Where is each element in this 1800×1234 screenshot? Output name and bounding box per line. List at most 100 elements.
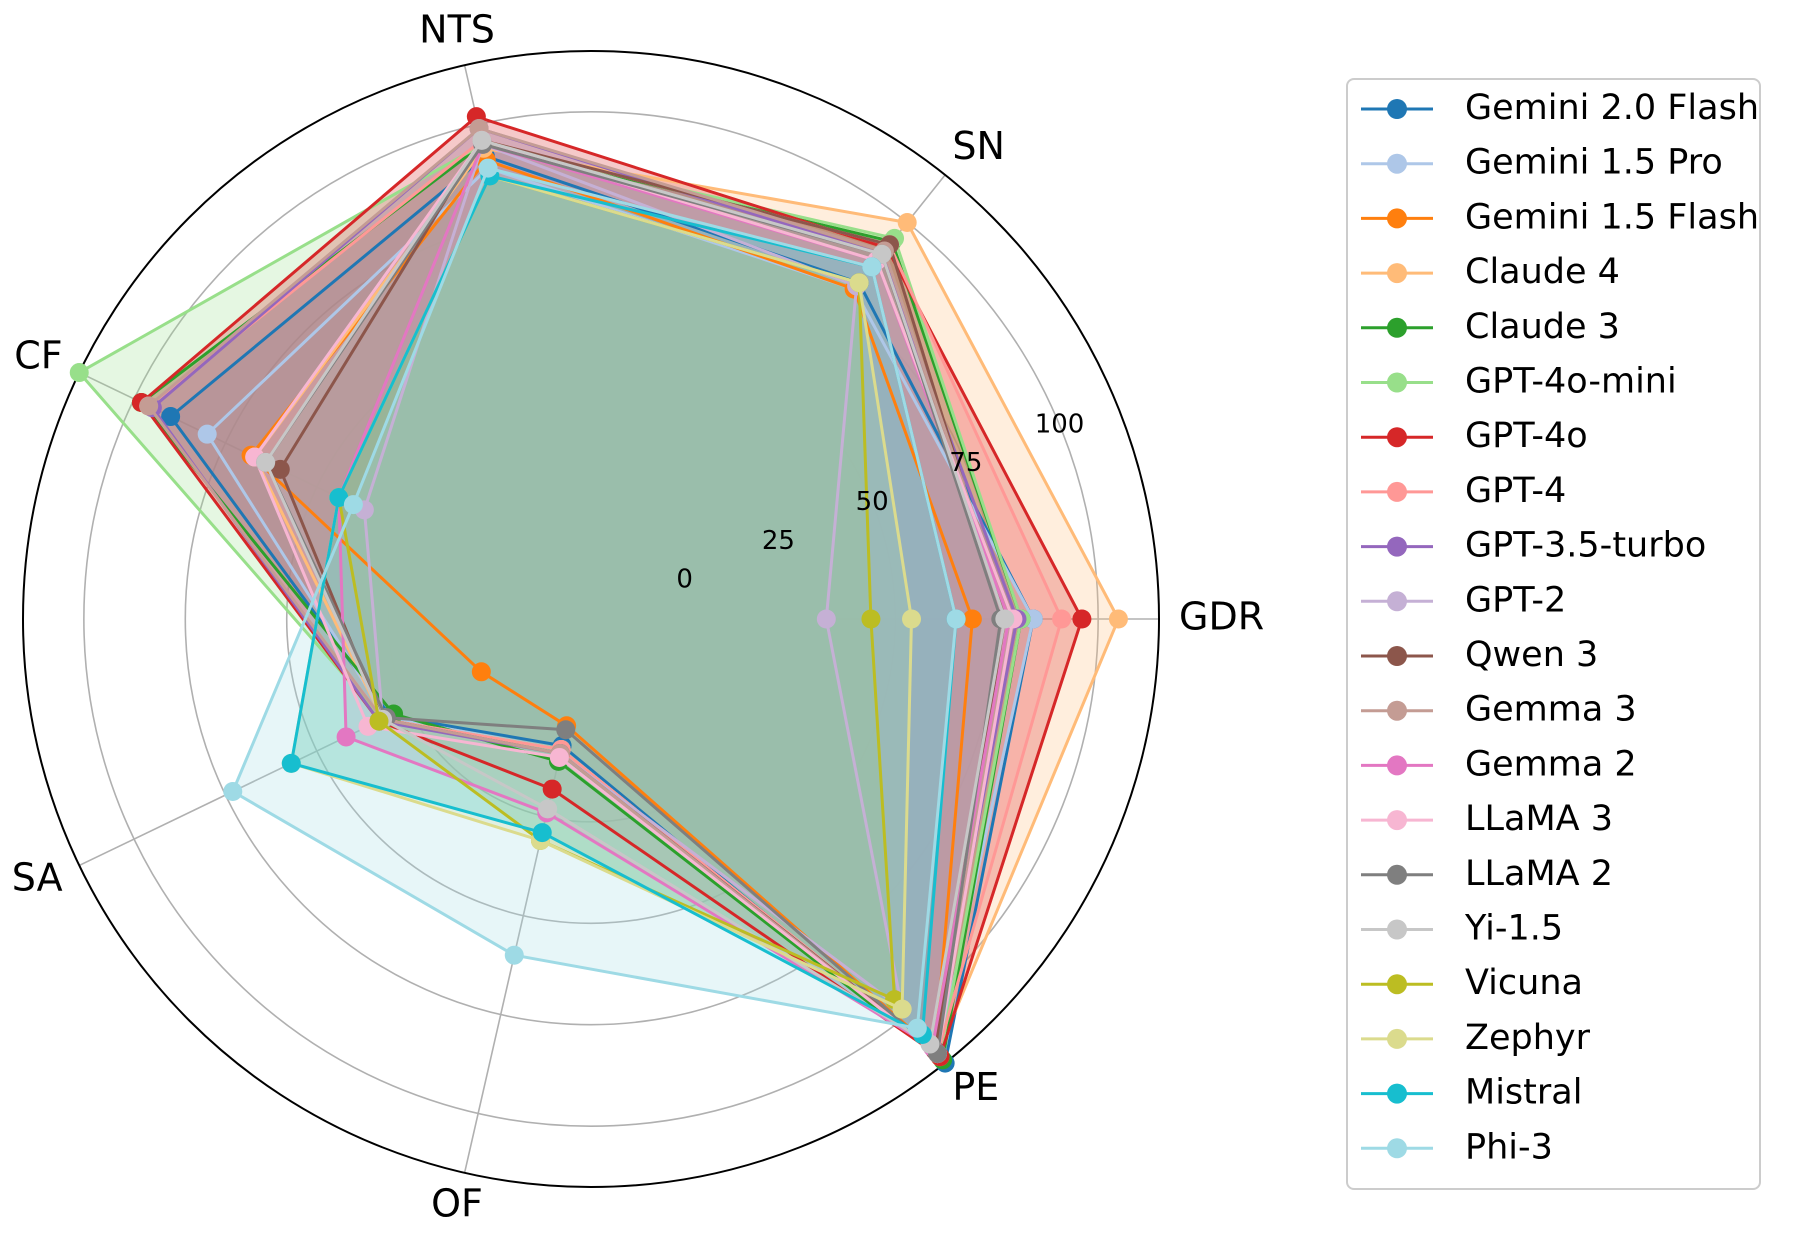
radial-tick-label: 75 (949, 448, 982, 478)
series-19-point-2 (478, 158, 498, 178)
series-11-point-3 (139, 396, 159, 416)
series-18-point-5 (532, 823, 552, 843)
legend-label: Gemini 1.5 Pro (1465, 143, 1723, 183)
legend-label: Gemini 1.5 Flash (1465, 197, 1759, 237)
series-18-point-3 (329, 488, 349, 508)
series-2-point-4 (471, 662, 491, 682)
spoke-6 (590, 618, 946, 1064)
series-18-point-4 (281, 753, 301, 773)
outer-frame (22, 50, 1160, 1188)
legend-label: GPT-4 (1465, 471, 1566, 511)
radial-tick-labels: 0 25 50 75 100 (676, 409, 1084, 594)
legend-marker-16 (1387, 974, 1407, 995)
series-3-point-0 (1108, 609, 1128, 629)
legend-marker-3 (1387, 263, 1407, 284)
spoke-4 (78, 618, 592, 867)
series-12-point-4 (336, 727, 356, 747)
legend-marker-5 (1387, 372, 1407, 393)
series-6-point-0 (1072, 609, 1092, 629)
legend-marker-13 (1387, 810, 1407, 831)
series-fill-2 (251, 160, 973, 1051)
series-19-point-1 (862, 257, 882, 277)
legend-label: GPT-4o-mini (1465, 362, 1677, 402)
legend-label: Qwen 3 (1465, 635, 1598, 675)
legend-label: Claude 4 (1465, 252, 1620, 292)
legend-label: Gemini 2.0 Flash (1465, 88, 1759, 128)
legend-marker-18 (1387, 1083, 1407, 1104)
legend-marker-17 (1387, 1028, 1407, 1049)
series-line-13 (253, 138, 1015, 1056)
legend-marker-4 (1387, 317, 1407, 338)
series-fill-6 (141, 116, 1082, 1057)
series-fill-19 (232, 168, 957, 1029)
series-1-point-3 (197, 424, 217, 444)
series-fill-10 (280, 140, 1005, 1051)
series-17-point-6 (892, 999, 912, 1019)
legend-marker-7 (1387, 481, 1407, 502)
series-fill-17 (291, 176, 912, 1010)
legend-marker-9 (1387, 591, 1407, 612)
legend-label: GPT-4o (1465, 416, 1588, 456)
legend-label: Claude 3 (1465, 307, 1620, 347)
series-fill-18 (291, 176, 957, 1035)
legend-label: LLaMA 2 (1465, 854, 1613, 894)
series-fill-7 (148, 140, 1062, 1054)
series-fill-8 (152, 128, 1017, 1051)
series-19-point-5 (504, 945, 524, 965)
series-19-point-4 (223, 782, 243, 802)
series-0-point-3 (161, 407, 181, 427)
series-fill-14 (265, 144, 1001, 1054)
series-lines (69, 107, 1128, 1073)
legend-marker-10 (1387, 646, 1407, 666)
legend-marker-2 (1387, 208, 1407, 229)
axis-label-sn: SN (952, 124, 1005, 168)
legend: Gemini 2.0 Flash Gemini 1.5 Pro Gemini 1.5… (1346, 78, 1761, 1190)
series-fill-11 (148, 128, 1009, 1054)
legend-marker-14 (1387, 864, 1407, 885)
legend-marker-0 (1387, 99, 1407, 119)
series-15-point-1 (872, 244, 892, 264)
legend-label: Phi-3 (1465, 1127, 1553, 1167)
axis-label-nts: NTS (419, 8, 495, 52)
series-19-point-6 (907, 1018, 927, 1038)
series-fill-12 (338, 144, 1009, 1048)
series-5-point-3 (69, 363, 89, 383)
series-2-point-0 (962, 609, 982, 629)
legend-label: Gemma 3 (1465, 690, 1637, 730)
series-19-point-3 (343, 495, 363, 515)
series-line-9 (362, 142, 904, 1011)
radial-tick-label: 25 (762, 526, 795, 556)
axis-label-of: OF (431, 1181, 483, 1225)
spoke-5 (463, 618, 592, 1173)
series-fills (79, 116, 1119, 1064)
series-16-point-0 (861, 609, 881, 629)
axis-label-cf: CF (14, 333, 62, 377)
series-14-point-5 (556, 720, 576, 740)
radial-tick-label: 0 (676, 565, 693, 595)
axis-labels: GDR SN NTS CF SA OF PE (12, 8, 1264, 1226)
series-15-point-2 (472, 130, 492, 150)
legend-label: Mistral (1465, 1073, 1582, 1113)
series-10-point-3 (270, 459, 290, 479)
radial-tick-label: 100 (1035, 409, 1085, 439)
series-15-point-3 (256, 452, 276, 472)
legend-label: GPT-3.5-turbo (1465, 526, 1706, 566)
series-fill-4 (141, 144, 1022, 1060)
legend-marker-12 (1387, 755, 1407, 776)
series-3-point-1 (897, 212, 917, 232)
axis-label-sa: SA (12, 856, 63, 900)
legend-label: GPT-2 (1465, 580, 1566, 620)
series-fill-13 (254, 140, 1013, 1054)
series-17-point-1 (849, 273, 869, 293)
series-16-point-4 (369, 711, 389, 731)
series-15-point-0 (995, 609, 1015, 629)
series-fill-15 (265, 140, 1005, 1044)
series-fill-3 (254, 148, 1119, 1054)
legend-marker-6 (1387, 427, 1407, 448)
legend-marker-19 (1387, 1138, 1407, 1159)
axis-label-gdr: GDR (1179, 595, 1264, 639)
legend-label: Yi-1.5 (1464, 909, 1563, 949)
legend-box (1346, 78, 1761, 1190)
